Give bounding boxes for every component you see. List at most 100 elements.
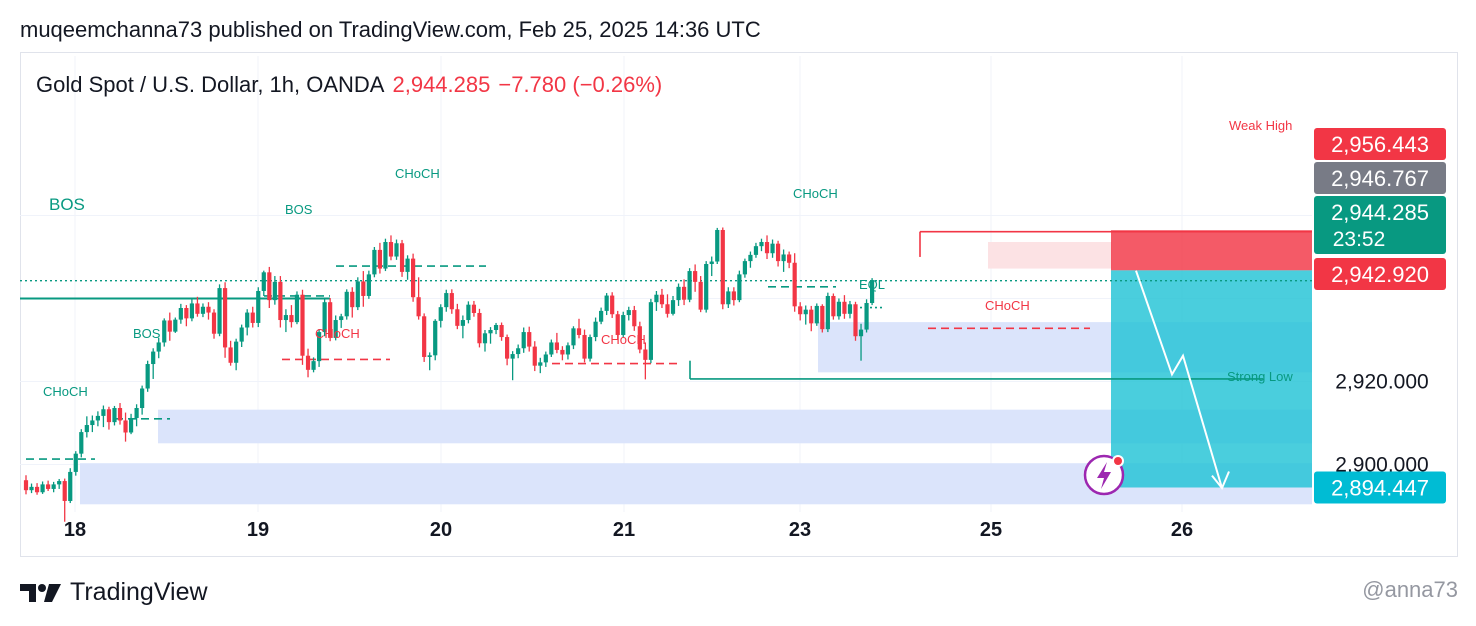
candle-body (211, 312, 217, 334)
x-tick-label: 23 (789, 519, 811, 541)
candle-body (34, 486, 40, 493)
candle-body (250, 312, 255, 323)
candle-body (737, 274, 742, 301)
symbol-title[interactable]: Gold Spot / U.S. Dollar, 1h, OANDA (36, 72, 385, 97)
candle-body (217, 288, 222, 334)
candle-body (123, 420, 128, 433)
candle-body (604, 295, 609, 311)
candle-body (775, 243, 781, 262)
x-tick-label: 18 (64, 519, 86, 541)
candle-body (355, 281, 360, 308)
candle-body (90, 420, 95, 426)
candle-body (222, 288, 228, 348)
candle-body (753, 246, 759, 255)
brand-name: TradingView (70, 578, 208, 606)
candle-body (73, 453, 78, 472)
candle-body (106, 409, 112, 423)
candle-body (864, 303, 869, 330)
candle-body (411, 258, 416, 298)
price-label-box (1314, 196, 1446, 254)
candle-body (261, 272, 266, 291)
candle-body (372, 249, 377, 275)
price-label-text: 2,942.920 (1331, 262, 1429, 287)
candle-body (681, 286, 687, 300)
candle-body (322, 302, 327, 333)
candle-body (167, 320, 172, 332)
candle-body (626, 310, 631, 316)
candle-body (869, 280, 875, 304)
candle-body (554, 342, 559, 350)
candle-body (764, 242, 770, 254)
candle-body (516, 348, 521, 355)
choch-label: CHoCH (601, 332, 646, 347)
eql-label: EQL (859, 277, 885, 292)
candle-body (709, 261, 714, 265)
bar-countdown: 23:52 (1333, 228, 1386, 251)
price-label-box (1314, 162, 1446, 194)
candle-body (267, 272, 272, 301)
candle-body (643, 349, 648, 360)
candle-body (460, 320, 465, 326)
candle-body (245, 312, 250, 328)
candle-body (101, 409, 106, 416)
candle-body (836, 301, 842, 317)
candle-body (820, 305, 825, 330)
candle-body (466, 304, 471, 321)
candle-body (272, 281, 277, 301)
candle-body (62, 481, 67, 501)
candle-body (195, 303, 200, 314)
candle-body (399, 243, 405, 272)
stop-loss-area (1111, 230, 1312, 271)
candle-body (571, 328, 576, 346)
candle-body (593, 321, 598, 338)
candle-body (803, 309, 808, 315)
candle-body (770, 243, 775, 254)
candle-body (477, 312, 482, 344)
candle-body (366, 274, 371, 296)
strong-low-label: Strong Low (1227, 369, 1293, 384)
candle-body (853, 304, 858, 337)
candle-body (527, 332, 532, 347)
candle-body (676, 286, 681, 301)
candle-body (416, 297, 421, 317)
candle-body (68, 471, 73, 501)
candle-body (162, 320, 167, 343)
candle-body (532, 346, 537, 366)
candle-body (311, 361, 316, 370)
candle-body (488, 329, 493, 334)
candle-body (151, 351, 156, 365)
candle-body (283, 315, 289, 321)
candle-body (499, 325, 504, 338)
candle-body (405, 258, 410, 272)
candle-body (759, 242, 764, 247)
price-label-box (1314, 128, 1446, 160)
candle-body (720, 229, 725, 305)
candle-body (582, 334, 587, 359)
candle-body (84, 425, 89, 433)
candle-body (51, 484, 56, 489)
candle-body (239, 327, 244, 342)
candle-body (543, 354, 548, 363)
candle-body (610, 295, 615, 315)
choch-label: CHoCH (43, 384, 88, 399)
tradingview-logo[interactable]: TradingView (20, 578, 208, 607)
weak-high-label: Weak High (1229, 118, 1292, 133)
candle-body (654, 294, 659, 303)
candle-body (599, 310, 604, 322)
candle-body (471, 304, 477, 313)
candle-body (328, 302, 333, 338)
candle-body (350, 291, 355, 308)
candle-body (715, 229, 720, 262)
candle-body (693, 271, 698, 282)
candle-body (46, 484, 51, 489)
candle-body (377, 249, 383, 269)
lightning-icon[interactable] (1083, 454, 1125, 496)
candle-body (449, 293, 454, 310)
candle-body (798, 306, 803, 315)
candle-body (809, 309, 814, 324)
candle-body (444, 293, 449, 308)
x-tick-label: 21 (613, 519, 635, 541)
candle-body (831, 295, 836, 317)
candle-body (482, 333, 488, 344)
